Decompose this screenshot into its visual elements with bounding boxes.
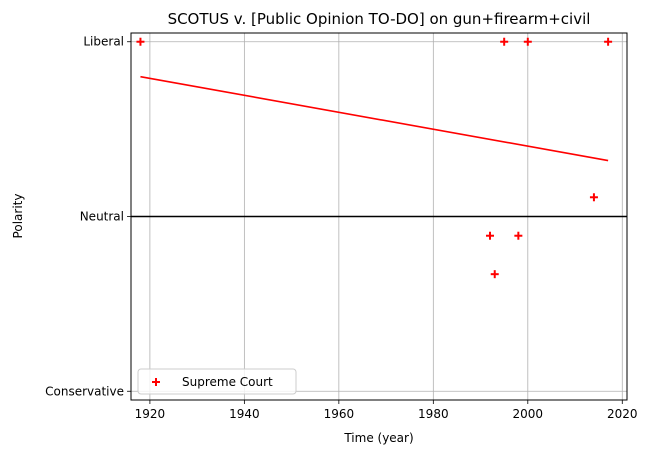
legend: Supreme Court — [137, 368, 297, 395]
data-point — [589, 193, 598, 202]
data-point — [514, 231, 523, 240]
data-point — [604, 37, 613, 46]
x-tick-label: 1960 — [324, 407, 355, 421]
data-points — [136, 37, 613, 279]
y-tick-label: Conservative — [45, 384, 124, 398]
x-tick-label: 2000 — [513, 407, 544, 421]
data-point — [490, 270, 499, 279]
x-tick-label: 1940 — [229, 407, 260, 421]
legend-box — [137, 368, 297, 395]
data-point — [486, 231, 495, 240]
chart-title: SCOTUS v. [Public Opinion TO-DO] on gun+… — [168, 10, 591, 28]
legend-label: Supreme Court — [182, 375, 273, 389]
y-tick-label: Neutral — [80, 210, 124, 224]
x-tick-label: 1980 — [418, 407, 449, 421]
x-tick-label: 2020 — [607, 407, 638, 421]
trend-line-group — [140, 75, 609, 162]
data-point — [500, 37, 509, 46]
data-point — [136, 37, 145, 46]
y-axis-ticks: Conservative Neutral Liberal — [45, 35, 131, 398]
data-point — [523, 37, 532, 46]
y-axis-label: Polarity — [11, 194, 25, 239]
x-axis-label: Time (year) — [343, 431, 413, 445]
x-axis-ticks: 1920 1940 1960 1980 2000 2020 — [135, 400, 638, 421]
x-tick-label: 1920 — [135, 407, 166, 421]
y-tick-label: Liberal — [83, 35, 124, 49]
trend-line — [140, 75, 609, 162]
legend-marker — [152, 378, 160, 386]
